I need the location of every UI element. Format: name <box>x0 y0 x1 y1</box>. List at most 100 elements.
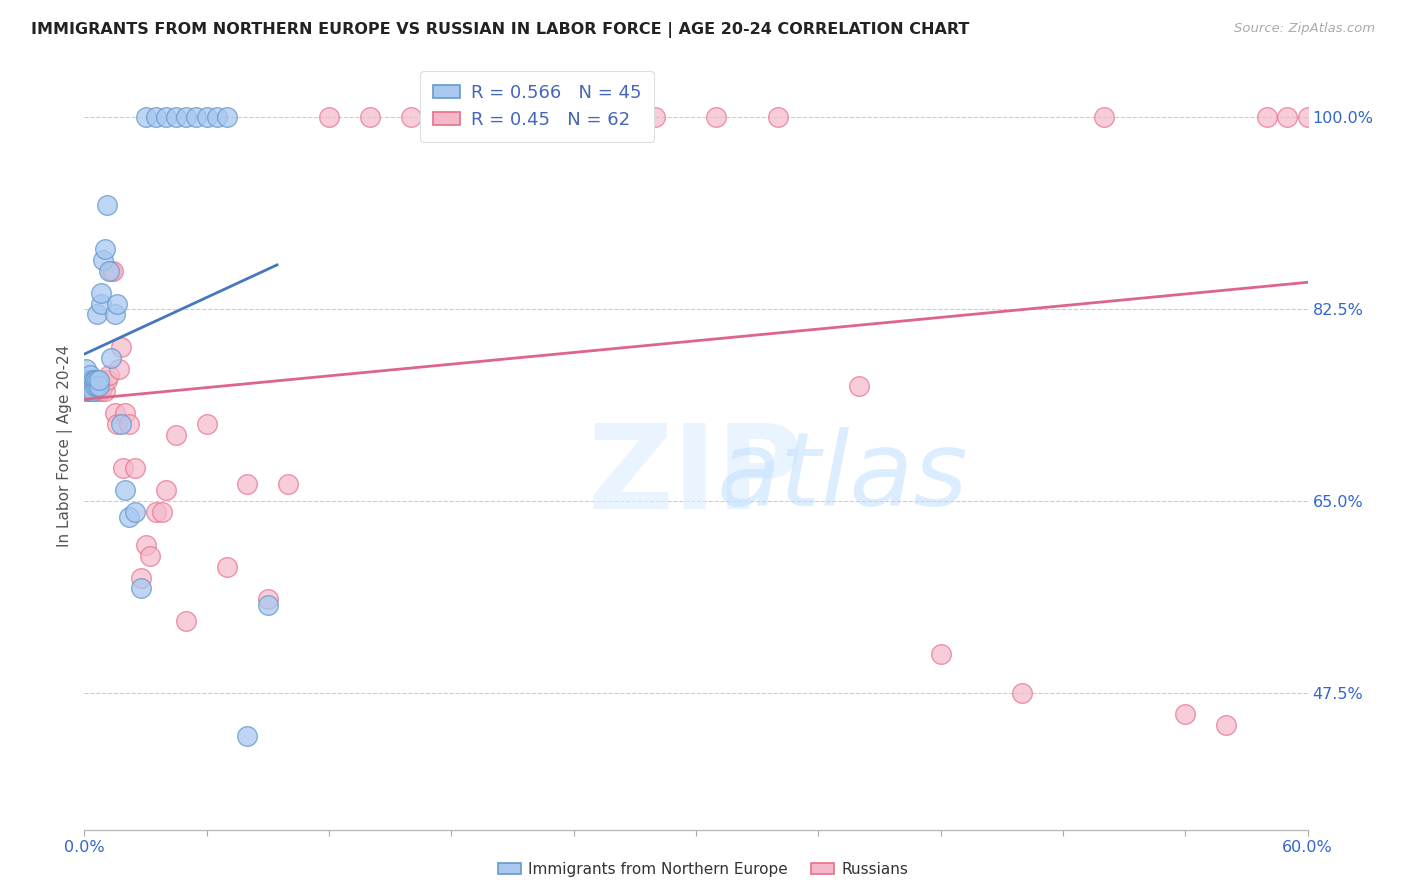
Point <box>135 110 157 124</box>
Point <box>318 110 340 124</box>
Point <box>86 373 108 387</box>
Point <box>79 384 101 399</box>
Legend: R = 0.566   N = 45, R = 0.45   N = 62: R = 0.566 N = 45, R = 0.45 N = 62 <box>420 71 654 142</box>
Point <box>138 549 160 563</box>
Point <box>174 110 197 124</box>
Point <box>135 538 157 552</box>
Point <box>195 110 218 124</box>
Point <box>82 384 104 399</box>
Point <box>236 477 259 491</box>
Point <box>929 647 952 661</box>
Point <box>112 461 135 475</box>
Point <box>236 730 259 744</box>
Point <box>108 362 131 376</box>
Point <box>90 384 112 399</box>
Point <box>131 582 153 596</box>
Point <box>79 378 101 392</box>
Point <box>83 384 105 399</box>
Point <box>86 378 108 392</box>
Point <box>1256 110 1278 124</box>
Point <box>75 384 97 399</box>
Point <box>100 263 122 277</box>
Point <box>1277 110 1299 124</box>
Point <box>165 428 187 442</box>
Point <box>118 417 141 431</box>
Point <box>83 378 105 392</box>
Point <box>87 378 110 392</box>
Point <box>110 340 132 354</box>
Point <box>86 308 108 322</box>
Point <box>90 378 112 392</box>
Point <box>105 296 128 310</box>
Legend: Immigrants from Northern Europe, Russians: Immigrants from Northern Europe, Russian… <box>491 854 915 884</box>
Point <box>83 373 105 387</box>
Point <box>91 378 114 392</box>
Point <box>440 110 463 124</box>
Point <box>79 384 101 399</box>
Text: IMMIGRANTS FROM NORTHERN EUROPE VS RUSSIAN IN LABOR FORCE | AGE 20-24 CORRELATIO: IMMIGRANTS FROM NORTHERN EUROPE VS RUSSI… <box>31 22 969 38</box>
Point <box>150 505 173 519</box>
Point <box>165 110 187 124</box>
Point <box>145 505 167 519</box>
Y-axis label: In Labor Force | Age 20-24: In Labor Force | Age 20-24 <box>58 345 73 547</box>
Point <box>75 373 97 387</box>
Point <box>1011 685 1033 699</box>
Point <box>82 384 104 399</box>
Point <box>1092 110 1115 124</box>
Point <box>79 368 101 382</box>
Point <box>399 110 422 124</box>
Point <box>195 417 218 431</box>
Point <box>87 384 110 399</box>
Point <box>257 598 280 612</box>
Point <box>644 110 666 124</box>
Point <box>124 505 146 519</box>
Point <box>1215 718 1237 732</box>
Text: Source: ZipAtlas.com: Source: ZipAtlas.com <box>1234 22 1375 36</box>
Point <box>90 296 112 310</box>
Point <box>93 384 115 399</box>
Point <box>75 362 97 376</box>
Point <box>77 384 100 399</box>
Point <box>77 378 100 392</box>
Point <box>90 285 112 300</box>
Point <box>522 110 544 124</box>
Point <box>82 373 104 387</box>
Point <box>82 378 104 392</box>
Point <box>101 263 124 277</box>
Point <box>848 378 870 392</box>
Point <box>205 110 228 124</box>
Point <box>186 110 208 124</box>
Point <box>766 110 789 124</box>
Point <box>77 378 100 392</box>
Point <box>155 483 177 497</box>
Point <box>83 373 105 387</box>
Point <box>257 592 280 607</box>
Point <box>75 373 97 387</box>
Point <box>82 378 104 392</box>
Point <box>217 559 239 574</box>
Point <box>86 378 108 392</box>
Point <box>131 570 153 584</box>
Point <box>83 378 105 392</box>
Point <box>114 406 136 420</box>
Point <box>481 110 503 124</box>
Point <box>77 384 100 399</box>
Point <box>104 308 127 322</box>
Point <box>104 406 127 420</box>
Point <box>96 373 118 387</box>
Point <box>118 510 141 524</box>
Point <box>97 368 120 382</box>
Point <box>79 373 101 387</box>
Point <box>114 483 136 497</box>
Point <box>91 252 114 267</box>
Point <box>75 378 97 392</box>
Point <box>86 384 108 399</box>
Point <box>124 461 146 475</box>
Point <box>93 242 115 256</box>
Point <box>77 373 100 387</box>
Point <box>1296 110 1319 124</box>
Point <box>97 263 120 277</box>
Text: atlas: atlas <box>717 426 969 526</box>
Point <box>105 417 128 431</box>
Text: ZIP: ZIP <box>588 419 804 534</box>
